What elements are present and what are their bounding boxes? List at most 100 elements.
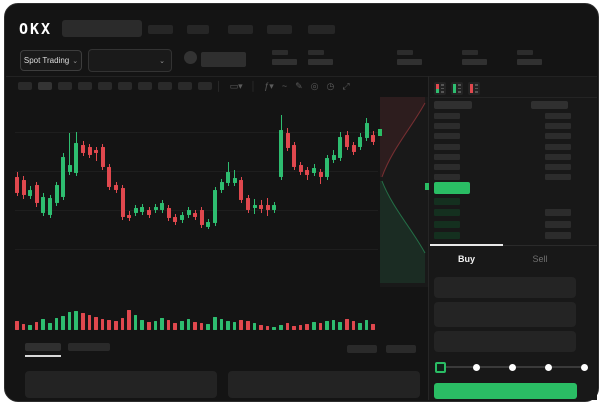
- ask-price-placeholder[interactable]: [434, 153, 460, 160]
- volume-bar: [305, 324, 309, 330]
- candlestick-chart[interactable]: [15, 100, 378, 292]
- bid-swatch: [436, 88, 439, 93]
- orders-panel-2: [228, 371, 420, 398]
- bid-price-placeholder[interactable]: [434, 220, 460, 228]
- ask-amount-placeholder: [545, 174, 571, 181]
- bid-price-placeholder[interactable]: [434, 198, 460, 205]
- candle-body: [133, 208, 138, 213]
- nav-item[interactable]: [267, 25, 292, 34]
- volume-bar: [285, 323, 290, 330]
- bottom-link-1[interactable]: [347, 345, 377, 353]
- snapshot-icon[interactable]: ◎: [310, 80, 319, 91]
- bid-price-placeholder[interactable]: [434, 209, 460, 217]
- depth-asks-line: [381, 102, 426, 178]
- slider-stop[interactable]: [508, 363, 516, 371]
- timeframe-button[interactable]: [138, 82, 152, 90]
- fullscreen-icon[interactable]: ⤢: [342, 80, 350, 91]
- slider-handle[interactable]: [435, 362, 446, 373]
- search-input[interactable]: [62, 20, 142, 37]
- bottom-tab-active[interactable]: [25, 343, 61, 351]
- orderbook-last-price[interactable]: [434, 182, 470, 194]
- bottom-link-2[interactable]: [386, 345, 416, 353]
- candle-body: [61, 157, 66, 197]
- volume-bar: [94, 317, 98, 330]
- candle-body: [213, 190, 217, 223]
- volume-bar: [246, 321, 250, 330]
- draw-icon[interactable]: ✎: [295, 80, 303, 91]
- gridline: [15, 171, 378, 172]
- volume-bar: [232, 322, 237, 330]
- tab-sell[interactable]: Sell: [532, 254, 548, 264]
- nav-item[interactable]: [148, 25, 173, 34]
- stat-label-placeholder: [517, 50, 533, 55]
- volume-bar: [61, 316, 65, 330]
- timeframe-button[interactable]: [78, 82, 92, 90]
- ask-price-placeholder[interactable]: [434, 164, 460, 170]
- volume-bar: [239, 320, 243, 330]
- ask-price-placeholder[interactable]: [434, 123, 460, 130]
- slider-stop[interactable]: [580, 363, 588, 371]
- indicators-icon[interactable]: ƒ▾: [264, 80, 274, 91]
- timeframe-button[interactable]: [158, 82, 172, 90]
- timeframe-button[interactable]: [38, 82, 52, 90]
- market-mode-dropdown[interactable]: Spot Trading ⌄: [20, 50, 82, 71]
- price-field[interactable]: [434, 277, 576, 298]
- depth-chart: [378, 97, 429, 287]
- volume-bar: [147, 322, 151, 330]
- slider-stop[interactable]: [544, 363, 552, 371]
- nav-item[interactable]: [228, 25, 253, 34]
- candle-body: [345, 135, 349, 147]
- line: [458, 91, 461, 93]
- timeframe-button[interactable]: [58, 82, 72, 90]
- volume-bar: [325, 321, 329, 330]
- candle-body: [41, 197, 46, 213]
- volume-bar: [252, 323, 257, 330]
- candle-body: [34, 185, 39, 203]
- volume-bar: [364, 320, 369, 330]
- total-field[interactable]: [434, 331, 576, 352]
- nav-item[interactable]: [308, 25, 335, 34]
- candle-wick: [95, 147, 97, 161]
- tab-buy[interactable]: Buy: [457, 254, 475, 264]
- volume-bar: [312, 322, 316, 330]
- line-tool-icon[interactable]: ~: [281, 81, 288, 91]
- combined-book-icon[interactable]: [434, 82, 446, 95]
- depth-bids-area: [380, 181, 425, 283]
- ask-amount-placeholder: [545, 164, 571, 170]
- volume-bar: [100, 319, 105, 330]
- candle-body: [173, 217, 178, 222]
- timeframe-button[interactable]: [118, 82, 132, 90]
- volume-bar: [345, 319, 349, 330]
- candle-body: [226, 172, 231, 183]
- buy-button[interactable]: [434, 383, 577, 399]
- timeframe-button[interactable]: [178, 82, 192, 90]
- slider-stop[interactable]: [472, 363, 480, 371]
- ask-price-placeholder[interactable]: [434, 174, 460, 181]
- volume-bar: [219, 319, 224, 330]
- bid-price-placeholder[interactable]: [434, 231, 460, 239]
- nav-item[interactable]: [187, 25, 209, 34]
- timeframe-button[interactable]: [98, 82, 112, 90]
- asks-only-icon[interactable]: [468, 82, 480, 95]
- pair-selector-dropdown[interactable]: ⌄: [88, 49, 172, 72]
- history-icon[interactable]: ◷: [326, 80, 335, 91]
- candle-body: [94, 150, 99, 153]
- timeframe-button[interactable]: [198, 82, 212, 90]
- line: [441, 91, 444, 93]
- ask-amount-placeholder: [545, 143, 571, 150]
- bottom-tab-2[interactable]: [68, 343, 110, 351]
- candle-body: [252, 205, 257, 208]
- candle-body: [305, 170, 310, 175]
- ask-price-placeholder[interactable]: [434, 133, 460, 140]
- ask-price-placeholder[interactable]: [434, 143, 460, 150]
- candle-type-icon[interactable]: ▭▾: [229, 80, 243, 91]
- timeframe-button[interactable]: [18, 82, 32, 90]
- ask-price-placeholder[interactable]: [434, 113, 460, 119]
- ask-amount-placeholder: [545, 133, 571, 140]
- line: [475, 87, 478, 90]
- bids-only-icon[interactable]: [451, 82, 463, 95]
- volume-bar: [265, 326, 270, 330]
- amount-field[interactable]: [434, 302, 576, 327]
- candle-body: [285, 133, 290, 148]
